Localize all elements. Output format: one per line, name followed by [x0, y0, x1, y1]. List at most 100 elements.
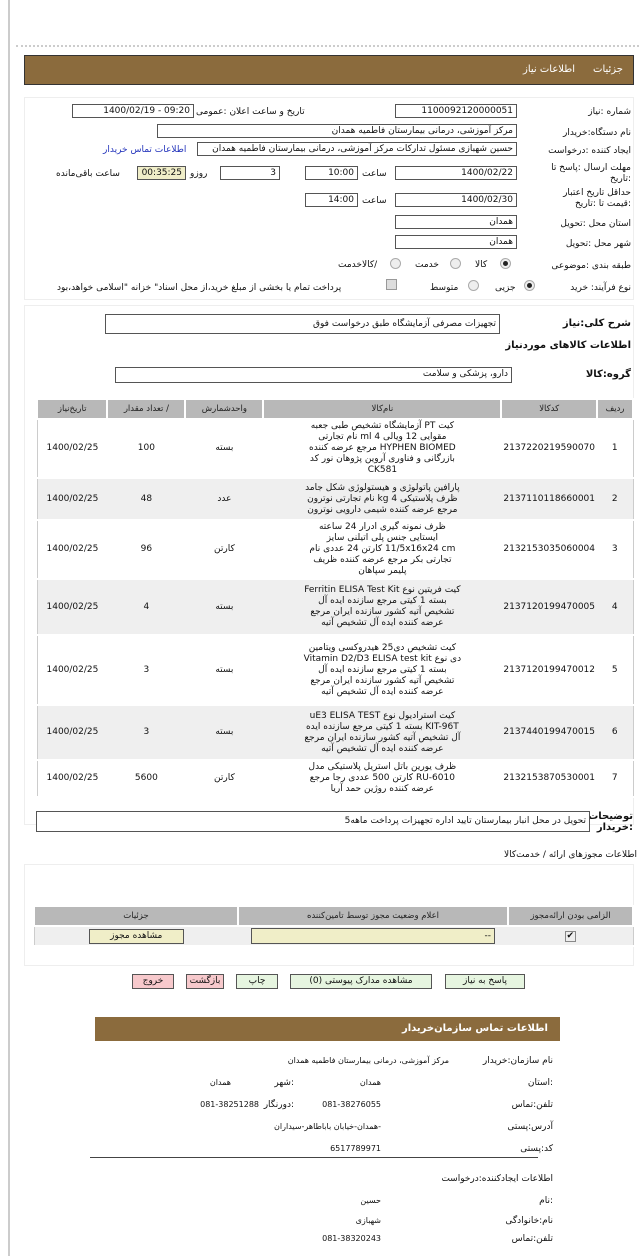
item-name-cell: ظرف یورین باتل استریل پلاستیکی مدل RU-60… [263, 760, 502, 798]
notes-label: توضیحات :خریدار [588, 811, 633, 833]
announce-label: تاریخ و ساعت اعلان :عمومی [196, 107, 305, 117]
quantity-cell: 3 [107, 635, 186, 706]
tab-need-info[interactable]: اطلاعات نیاز [523, 64, 575, 75]
permit-status-field[interactable]: -- [251, 928, 495, 944]
deadline-time-field: 10:00 [305, 166, 358, 180]
category-service-radio[interactable] [450, 258, 461, 269]
row-number-cell: 5 [597, 635, 633, 706]
back-button[interactable]: بازگشت [186, 974, 224, 989]
city-label-c: :شهر [274, 1078, 294, 1088]
days-field: 3 [220, 166, 280, 180]
need-number-field: 1100092120000051 [395, 104, 517, 118]
notes-field: تحویل در محل انبار بیمارستان تایید اداره… [36, 811, 590, 832]
exit-button[interactable]: خروج [132, 974, 174, 989]
item-name-cell: ظرف نمونه گیری ادرار 24 ساعته ایستایی جن… [263, 520, 502, 580]
left-border [8, 0, 10, 1256]
item-name-cell: پارافین پاتولوژی و هیستولوژی شکل جامد ظر… [263, 478, 502, 521]
item-name-cell: کیت فریتین نوع Ferritin ELISA Test Kit ب… [263, 579, 502, 636]
province-label-c: :استان [527, 1078, 553, 1088]
category-goods-radio[interactable] [500, 258, 511, 269]
category-both-radio[interactable] [390, 258, 401, 269]
fax-value: 081-38251288 [200, 1100, 259, 1109]
contact-divider [90, 1157, 538, 1158]
need-date-cell: 1400/02/25 [37, 705, 108, 761]
table-row: 3 2132153035060004 ظرف نمونه گیری ادرار 24… [37, 520, 633, 580]
group-field: دارو، پزشکی و سلامت [115, 367, 512, 383]
days-label: روزو [190, 169, 208, 179]
need-date-cell: 1400/02/25 [37, 579, 108, 636]
item-code-cell: 2137220219590070 [501, 419, 597, 479]
col-permit-status: اعلام وضعیت مجوز توسط تامین‌کننده [237, 905, 509, 927]
print-button[interactable]: چاپ [236, 974, 278, 989]
table-row: 2 2137110118660001 پارافین پاتولوژی و هیست… [37, 478, 633, 521]
unit-cell: عدد [185, 478, 264, 521]
table-row: 6 2137440199470015 کیت استرادیول نوع uE3 E… [37, 705, 633, 761]
view-permit-button[interactable]: مشاهده مجوز [88, 928, 184, 944]
permit-required-checkbox[interactable]: ✔ [564, 930, 576, 942]
process-label: نوع فرآیند: خرید [570, 283, 631, 293]
col-permit-details: جزئیات [33, 905, 239, 927]
family-value: شهبازی [355, 1216, 381, 1225]
divider [16, 45, 639, 47]
province-value-c: همدان [359, 1078, 381, 1087]
row-number-cell: 6 [597, 705, 633, 761]
table-row: 7 2132153870530001 ظرف یورین باتل استریل پ… [37, 760, 633, 798]
permit-status-cell: -- [238, 926, 508, 947]
row-number-cell: 4 [597, 579, 633, 636]
contact-title: اطلاعات تماس سازمان‌خریدار [401, 1023, 548, 1034]
city-field: همدان [395, 235, 517, 249]
buyer-contact-link[interactable]: اطلاعات تماس خریدار [103, 145, 187, 155]
org-value: مرکز آموزشی، درمانی بیمارستان فاطمیه همد… [287, 1056, 449, 1065]
col-row: ردیف [596, 398, 634, 420]
item-name-cell: کیت استرادیول نوع uE3 ELISA TEST KIT-96T… [263, 705, 502, 761]
permits-title: اطلاعات مجوزهای ارائه / خدمت‌کالا [503, 850, 637, 860]
payment-checkbox[interactable] [386, 279, 397, 290]
process-medium-radio[interactable] [468, 280, 479, 291]
postal-value: 6517789971 [330, 1144, 381, 1153]
province-field: همدان [395, 215, 517, 229]
need-number-label: شماره :نیاز [588, 107, 631, 117]
deadline-time-label: ساعت [362, 169, 387, 179]
summary-field: تجهیزات مصرفی آزمایشگاه طبق درخواست فوق [105, 314, 500, 334]
item-name-cell: کیت تشخیص دی25 هیدروکسی ویتامین دی نوع V… [263, 635, 502, 706]
city-value-c: همدان [209, 1078, 231, 1087]
fax-label: :دورنگار [263, 1100, 294, 1110]
province-label: استان محل :تحویل [560, 219, 631, 229]
tab-details[interactable]: جزئیات [593, 64, 623, 75]
deadline-label: مهلت ارسال :پاسخ تا :تاریخ [551, 163, 631, 184]
col-date: تاریخ‌نیاز [35, 398, 109, 420]
items-table: ردیف کدکالا نام‌کالا واحدشمارش / تعداد م… [35, 398, 634, 798]
col-name: نام‌کالا [262, 398, 503, 420]
group-label: گروه:کالا [585, 369, 631, 380]
need-date-cell: 1400/02/25 [37, 478, 108, 521]
attachments-button[interactable]: مشاهده مدارک پیوستی (0) [290, 974, 432, 989]
process-minor-radio[interactable] [524, 280, 535, 291]
validity-label: حداقل تاریخ اعتبار :قیمت تا :تاریخ [563, 188, 631, 209]
remaining-timer: 00:35:25 [137, 166, 186, 180]
announce-field: 1400/02/19 - 09:20 [72, 104, 194, 118]
creator-title: اطلاعات ایجادکننده:درخواست [441, 1174, 553, 1184]
permits-table: الزامی بودن ارائه‌مجوز اعلام وضعیت مجوز … [33, 905, 634, 947]
category-both-label: /کالاخدمت [338, 260, 378, 270]
need-date-cell: 1400/02/25 [37, 635, 108, 706]
org-label: نام سازمان:خریدار [482, 1056, 553, 1066]
top-nav-bar: جزئیات اطلاعات نیاز [24, 55, 634, 85]
need-date-cell: 1400/02/25 [37, 419, 108, 479]
family-label: نام:خانوادگی [505, 1216, 553, 1226]
process-minor-label: جزیی [495, 283, 516, 293]
reply-button[interactable]: پاسخ به نیاز [445, 974, 525, 989]
item-code-cell: 2132153870530001 [501, 760, 597, 798]
phone-value: 081-38276055 [322, 1100, 381, 1109]
quantity-cell: 100 [107, 419, 186, 479]
unit-cell: کارتن [185, 760, 264, 798]
deadline-date-field: 1400/02/22 [395, 166, 517, 180]
unit-cell: بسته [185, 635, 264, 706]
unit-cell: بسته [185, 705, 264, 761]
quantity-cell: 96 [107, 520, 186, 580]
category-goods-label: کالا [475, 260, 488, 270]
quantity-cell: 4 [107, 579, 186, 636]
item-name-cell: کیت PT آزمایشگاه تشخیص طبی جعبه مقوایی 1… [263, 419, 502, 479]
creator-phone-value: 081-38320243 [322, 1234, 381, 1243]
unit-cell: بسته [185, 419, 264, 479]
col-unit: واحدشمارش [184, 398, 265, 420]
